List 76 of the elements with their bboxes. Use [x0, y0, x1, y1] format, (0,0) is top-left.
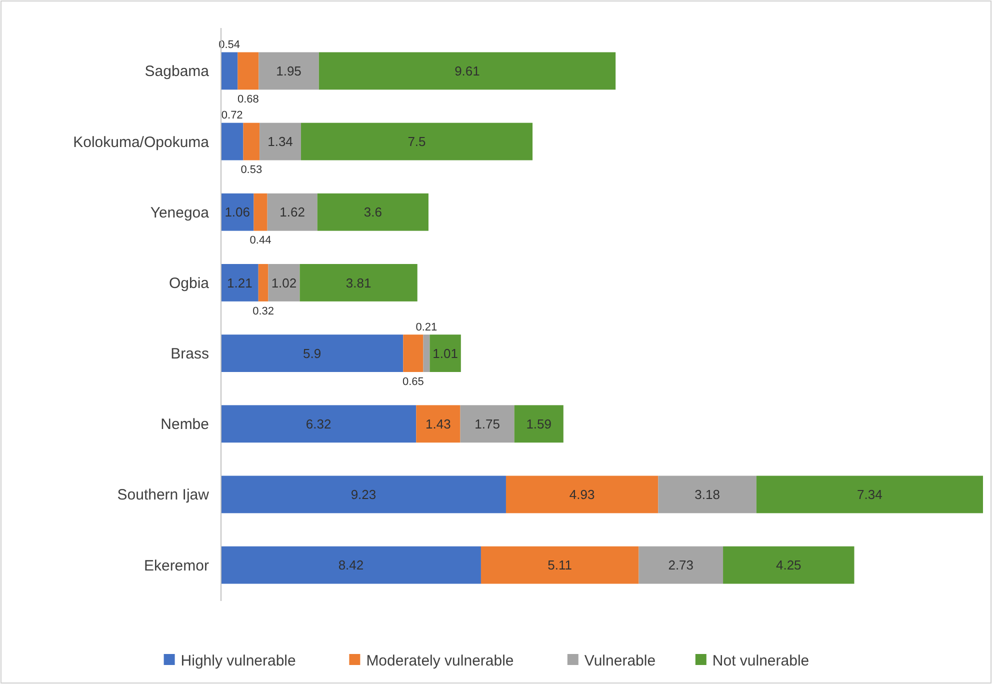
data-label: 8.42: [338, 558, 364, 573]
data-label: 5.9: [303, 346, 322, 361]
y-tick-label: Brass: [170, 346, 209, 363]
y-tick-label: Yenegoa: [150, 204, 210, 222]
data-label: 0.54: [218, 39, 240, 52]
bar: [258, 52, 319, 90]
legend-label: Highly vulnerable: [180, 652, 296, 670]
data-label: 0.68: [237, 93, 259, 106]
data-label: 1.02: [271, 275, 297, 290]
bar: [243, 122, 260, 160]
data-label: 7.5: [408, 134, 426, 150]
data-label: 0.65: [402, 376, 424, 388]
data-label: 1.95: [276, 63, 302, 78]
y-tick-label: Kolokuma/Opokuma: [73, 134, 210, 151]
data-label: 3.81: [346, 275, 372, 290]
data-label: 1.43: [426, 416, 451, 432]
bar: [403, 334, 424, 372]
bar: [514, 405, 564, 443]
bar: [506, 476, 658, 514]
data-label: 9.23: [350, 487, 376, 502]
bar: [756, 476, 983, 514]
data-label: 3.18: [694, 487, 720, 502]
bar: [460, 405, 514, 443]
bar: [416, 405, 460, 443]
bar: [423, 334, 430, 372]
data-label: 6.32: [306, 416, 332, 432]
bar: [221, 405, 416, 443]
data-label: 0.72: [221, 110, 243, 122]
y-tick-label: Nembe: [160, 416, 209, 434]
bar: [221, 334, 404, 372]
legend-label: Not vulnerable: [712, 652, 810, 670]
data-label: 3.6: [364, 204, 382, 220]
data-label: 0.21: [416, 321, 438, 334]
bar: [267, 193, 318, 231]
bar: [317, 193, 428, 231]
bar: [300, 122, 533, 160]
data-label: 9.61: [454, 63, 480, 78]
bar: [260, 122, 301, 160]
data-label: 0.44: [250, 234, 272, 247]
bar: [638, 546, 724, 584]
bar: [430, 334, 461, 372]
data-label: 1.01: [432, 346, 458, 361]
bar: [254, 193, 268, 231]
data-label: 0.53: [240, 164, 262, 176]
bar: [318, 52, 616, 90]
data-label: 1.34: [268, 134, 293, 150]
bar: [221, 264, 258, 302]
data-label: 2.73: [668, 558, 694, 573]
legend-label: Vulnerable: [584, 652, 656, 670]
bar: [300, 264, 418, 302]
bar: [268, 264, 300, 302]
legend-label: Moderately vulnerable: [366, 652, 514, 670]
data-label: 1.75: [474, 416, 500, 432]
y-tick-label: Southern Ijaw: [117, 486, 210, 504]
y-tick-label: Sagbama: [144, 63, 210, 80]
bar: [723, 546, 854, 584]
data-label: 1.21: [227, 275, 252, 290]
data-label: 0.32: [252, 305, 274, 318]
bar: [658, 476, 756, 514]
bar: [221, 52, 238, 90]
data-label: 1.59: [526, 416, 552, 432]
bar: [221, 546, 481, 584]
y-tick-label: Ekeremor: [144, 557, 209, 574]
data-label: 4.25: [776, 558, 802, 573]
bar: [238, 52, 259, 90]
bar: [221, 476, 506, 514]
bar: [221, 193, 254, 231]
data-label: 4.93: [569, 487, 595, 502]
bar: [258, 264, 268, 302]
bar: [480, 546, 639, 584]
data-label: 7.34: [857, 487, 882, 502]
data-label: 1.06: [224, 204, 250, 220]
data-label: 5.11: [548, 558, 572, 573]
bar: [221, 122, 244, 160]
data-label: 1.62: [280, 204, 305, 220]
y-tick-label: Ogbia: [168, 274, 210, 292]
